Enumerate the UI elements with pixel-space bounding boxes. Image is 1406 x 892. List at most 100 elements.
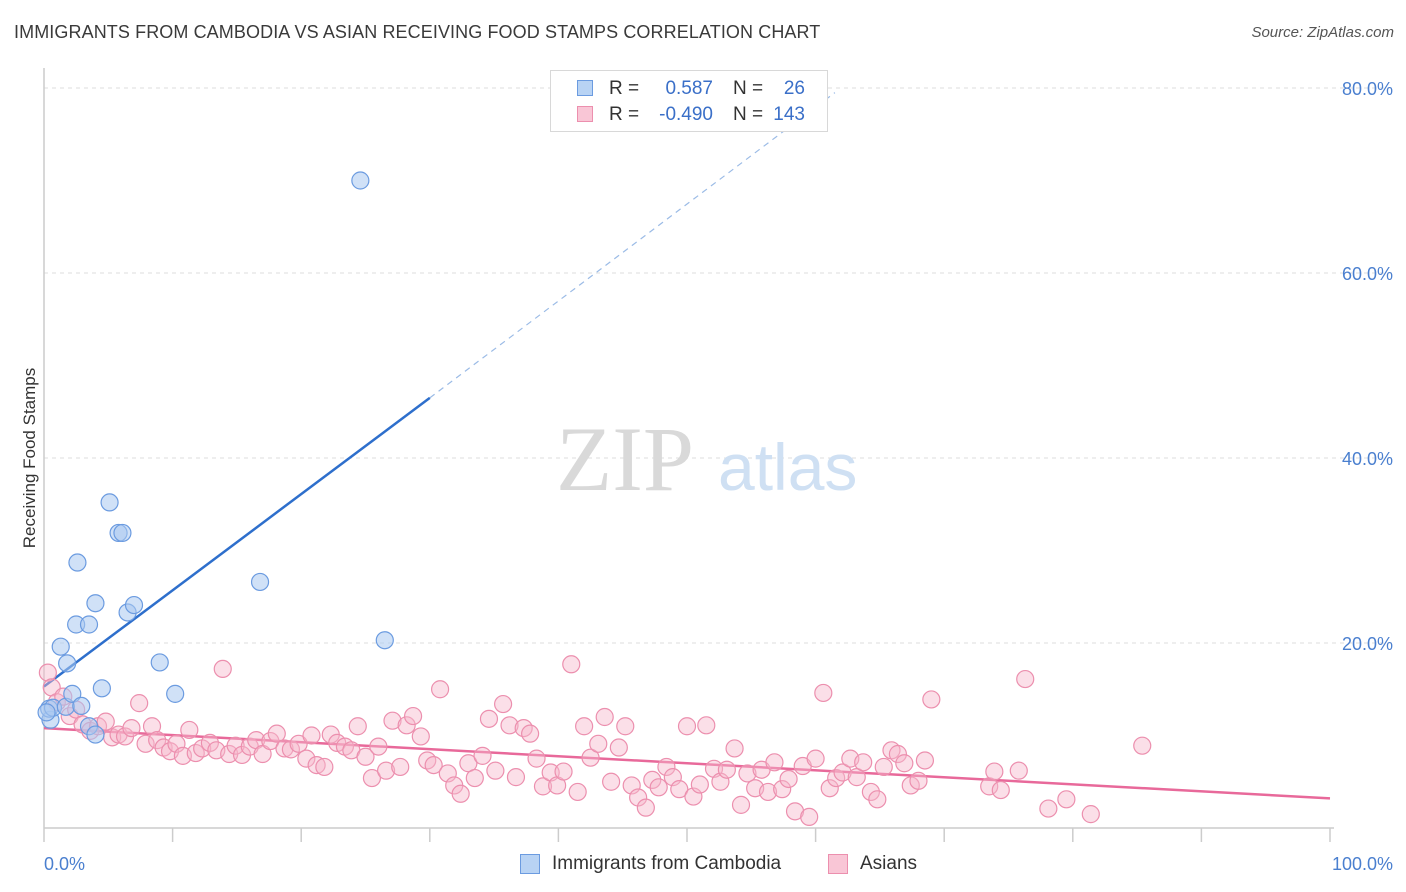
asians-point: [609, 738, 628, 757]
asians-point: [1016, 669, 1035, 689]
legend-n-value: 26: [783, 78, 805, 99]
cambodia-trend-line: [43, 396, 431, 688]
legend-row-asians: R = -0.490 N = 143: [551, 102, 827, 128]
asians-point: [465, 768, 484, 788]
asians-point: [765, 753, 784, 772]
cambodia-point: [63, 684, 82, 703]
asians-point: [479, 709, 499, 728]
legend-swatch-blue: [577, 80, 593, 96]
asians-point: [494, 694, 513, 714]
asians-point: [527, 749, 546, 768]
asians-point: [96, 712, 115, 731]
asians-point: [200, 733, 219, 753]
asians-point: [289, 734, 308, 753]
asians-point: [649, 778, 668, 797]
asians-point: [411, 727, 430, 746]
asians-point: [690, 775, 709, 794]
cambodia-point: [351, 171, 370, 190]
x-axis-tick-labels: 0.0% 100.0%: [44, 854, 1393, 874]
asians-point: [369, 737, 388, 756]
chart-title: IMMIGRANTS FROM CAMBODIA VS ASIAN RECEIV…: [14, 22, 821, 42]
legend-n-value: 143: [773, 104, 805, 125]
asians-point: [180, 720, 199, 740]
asians-point: [854, 753, 873, 772]
asians-point: [895, 754, 914, 773]
asians-point: [643, 770, 662, 790]
asians-point: [991, 780, 1010, 800]
asians-point: [500, 716, 519, 735]
asians-point: [773, 780, 792, 799]
asians-point: [348, 717, 367, 736]
cambodia-point: [92, 679, 111, 698]
asians-point: [302, 726, 321, 745]
cambodia-point: [79, 615, 99, 634]
y-tick-label: 60.0%: [1342, 264, 1393, 284]
cambodia-trend-extension: [429, 92, 836, 399]
watermark-atlas: atlas: [718, 430, 857, 504]
gridlines: [44, 87, 1392, 644]
asians-point: [261, 731, 280, 751]
asians-point: [1039, 799, 1058, 818]
asians-trend-line: [43, 726, 1331, 800]
legend-n-label: N =: [733, 78, 764, 99]
cambodia-point: [124, 595, 144, 615]
asians-point: [362, 768, 382, 788]
bottom-legend-swatch-pink: [828, 854, 848, 874]
asians-points: [38, 655, 1152, 827]
asians-point: [909, 771, 928, 790]
asians-point: [616, 717, 635, 736]
cambodia-point: [375, 631, 394, 650]
asians-point: [275, 739, 294, 758]
asians-point: [806, 749, 825, 768]
y-axis-tick-labels: 20.0% 40.0% 60.0% 80.0%: [1342, 79, 1393, 654]
y-axis-label: Receiving Food Stamps: [20, 368, 39, 548]
asians-point: [1133, 736, 1152, 755]
legend-r-label: R =: [609, 104, 640, 125]
bottom-legend-label: Asians: [860, 853, 918, 874]
asians-point: [1057, 790, 1076, 809]
asians-point: [779, 769, 798, 789]
asians-point: [717, 760, 736, 779]
asians-point: [267, 724, 286, 743]
asians-point: [814, 683, 833, 703]
y-tick-label: 40.0%: [1342, 449, 1393, 469]
bottom-legend-label: Immigrants from Cambodia: [552, 853, 782, 874]
cambodia-point: [72, 696, 91, 716]
x-tick-label: 100.0%: [1332, 854, 1393, 874]
asians-point: [136, 734, 155, 753]
asians-point: [820, 779, 839, 798]
asians-point: [677, 717, 697, 736]
asians-point: [383, 711, 402, 730]
y-tick-label: 20.0%: [1342, 634, 1393, 654]
asians-point: [376, 761, 396, 780]
asians-point: [725, 739, 744, 758]
legend-row-cambodia: R = 0.587 N = 26: [551, 76, 827, 102]
asians-point: [985, 762, 1004, 781]
bottom-legend-swatch-blue: [520, 854, 540, 874]
legend-r-value: 0.587: [665, 78, 713, 99]
cambodia-point: [37, 703, 56, 722]
asians-point: [430, 680, 450, 699]
asians-point: [142, 717, 162, 736]
asians-point: [148, 731, 167, 750]
asians-point: [213, 659, 232, 679]
source-label: Source: ZipAtlas.com: [1251, 24, 1394, 41]
legend-swatch-pink: [577, 106, 593, 122]
asians-point: [38, 663, 57, 682]
asians-point: [356, 747, 375, 766]
asians-point: [758, 782, 778, 802]
asians-point: [297, 749, 316, 768]
asians-point: [130, 694, 149, 713]
asians-point: [562, 655, 581, 674]
asians-point: [122, 718, 141, 738]
asians-point: [575, 717, 594, 736]
legend: R = 0.587 N = 26 R = -0.490 N = 143: [550, 70, 828, 132]
asians-point: [738, 764, 757, 783]
asians-point: [1009, 761, 1028, 780]
bottom-legend: Immigrants from Cambodia Asians: [0, 852, 1406, 878]
asians-point: [533, 777, 553, 796]
cambodia-point: [51, 637, 70, 656]
asians-point: [833, 763, 852, 782]
asians-point: [589, 734, 608, 753]
